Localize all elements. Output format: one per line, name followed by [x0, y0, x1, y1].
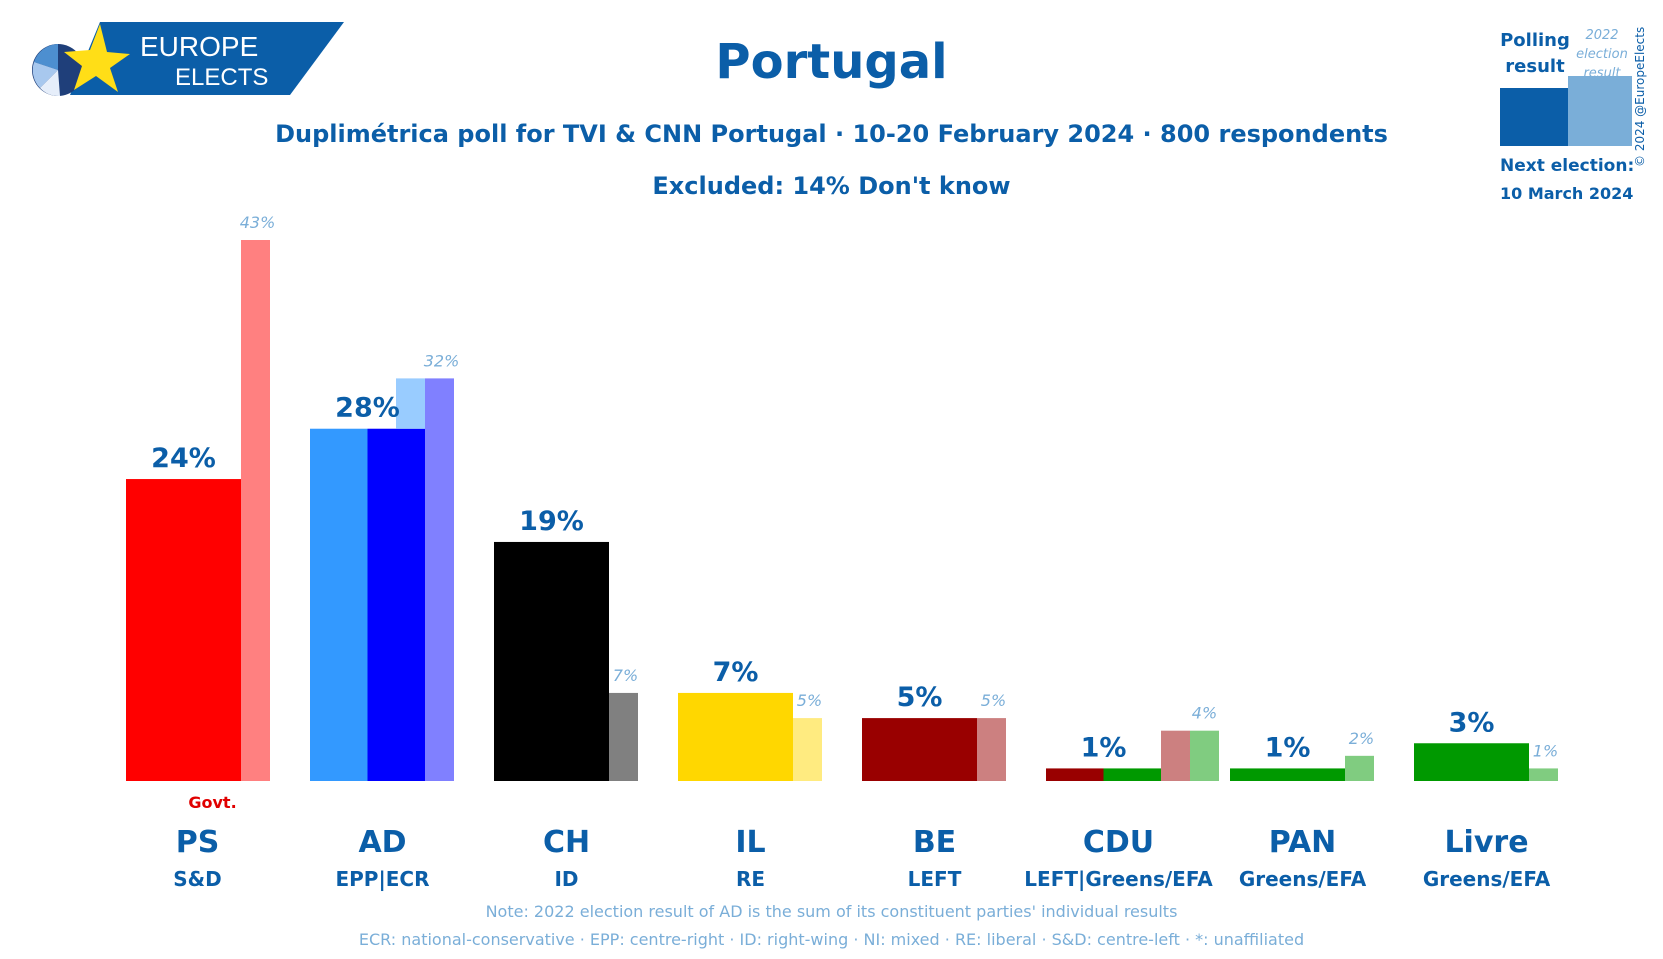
party-name-ad: AD: [358, 825, 406, 860]
poll-bar-livre: [1414, 743, 1529, 781]
party-name-il: IL: [735, 825, 765, 860]
poll-bar-cdu-b: [1103, 768, 1161, 781]
elec-label-ps: 43%: [240, 213, 276, 232]
legend-polling-swatch: [1500, 88, 1568, 146]
elec-label-cdu: 4%: [1192, 704, 1217, 723]
elec-bar-pan: [1345, 755, 1374, 781]
elec-bar-cdu-a: [1161, 730, 1190, 781]
elec-bar-ad-b: [425, 378, 454, 781]
poll-bar-ad-a: [310, 428, 368, 781]
legend-polling-label: Polling result: [1500, 30, 1570, 77]
europe-elects-logo: EUROPE ELECTS: [32, 22, 344, 97]
poll-bar-be: [862, 718, 977, 781]
poll-label-il: 7%: [713, 657, 759, 688]
page-title: Portugal: [715, 34, 948, 90]
poll-bar-ad-b: [367, 428, 425, 781]
party-name-be: BE: [913, 825, 956, 860]
elec-label-il: 5%: [797, 691, 822, 710]
elec-label-ch: 7%: [613, 666, 638, 685]
party-name-livre: Livre: [1444, 825, 1528, 860]
next-election-date: 10 March 2024: [1500, 184, 1634, 203]
elec-bar-livre: [1529, 768, 1558, 781]
poll-label-pan: 1%: [1265, 732, 1311, 763]
poll-label-be: 5%: [897, 682, 943, 713]
poll-label-livre: 3%: [1449, 707, 1495, 738]
party-group-ps: S&D: [173, 867, 221, 891]
next-election-label: Next election:: [1500, 156, 1635, 176]
party-group-pan: Greens/EFA: [1239, 867, 1367, 891]
elec-label-livre: 1%: [1533, 741, 1558, 760]
poll-label-ad: 28%: [335, 393, 400, 424]
legend-election-label: 2022 election result: [1576, 28, 1628, 81]
party-name-ps: PS: [176, 825, 220, 860]
elec-label-be: 5%: [981, 691, 1006, 710]
elec-label-ad: 32%: [424, 351, 460, 370]
party-group-ch: ID: [554, 867, 578, 891]
excluded-note: Excluded: 14% Don't know: [652, 172, 1011, 200]
elec-bar-be: [977, 718, 1006, 781]
party-group-livre: Greens/EFA: [1423, 867, 1551, 891]
poll-bar-il: [678, 692, 793, 781]
poll-label-cdu: 1%: [1081, 732, 1127, 763]
note-line-2: ECR: national-conservative · EPP: centre…: [358, 930, 1305, 949]
legend-election-swatch: [1568, 76, 1632, 146]
poll-bar-cdu-a: [1046, 768, 1104, 781]
party-group-be: LEFT: [908, 867, 962, 891]
elec-bar-il: [793, 718, 822, 781]
elec-bar-ps: [241, 240, 270, 781]
party-group-il: RE: [736, 867, 765, 891]
logo-text-europe: EUROPE: [140, 31, 258, 62]
poll-bar-ch: [494, 541, 609, 781]
party-group-cdu: LEFT|Greens/EFA: [1024, 867, 1213, 891]
elec-label-pan: 2%: [1349, 729, 1374, 748]
poll-bar-ps: [126, 479, 241, 781]
party-name-ch: CH: [543, 825, 590, 860]
poll-bar-pan: [1230, 768, 1345, 781]
legend: Polling result 2022 election result Next…: [1500, 14, 1660, 214]
party-name-pan: PAN: [1269, 825, 1337, 860]
elec-bar-cdu-b: [1190, 730, 1219, 781]
elec-bar-ch: [609, 692, 638, 781]
subtitle: Duplimétrica poll for TVI & CNN Portugal…: [275, 120, 1388, 148]
party-name-cdu: CDU: [1083, 825, 1154, 860]
note-line-1: Note: 2022 election result of AD is the …: [485, 902, 1178, 921]
logo-text-elects: ELECTS: [175, 64, 268, 91]
govt-label: Govt.: [188, 793, 236, 812]
poll-label-ps: 24%: [151, 443, 216, 474]
poll-label-ch: 19%: [519, 506, 584, 537]
party-group-ad: EPP|ECR: [335, 867, 429, 891]
elec-bar-ad-a: [396, 378, 425, 429]
